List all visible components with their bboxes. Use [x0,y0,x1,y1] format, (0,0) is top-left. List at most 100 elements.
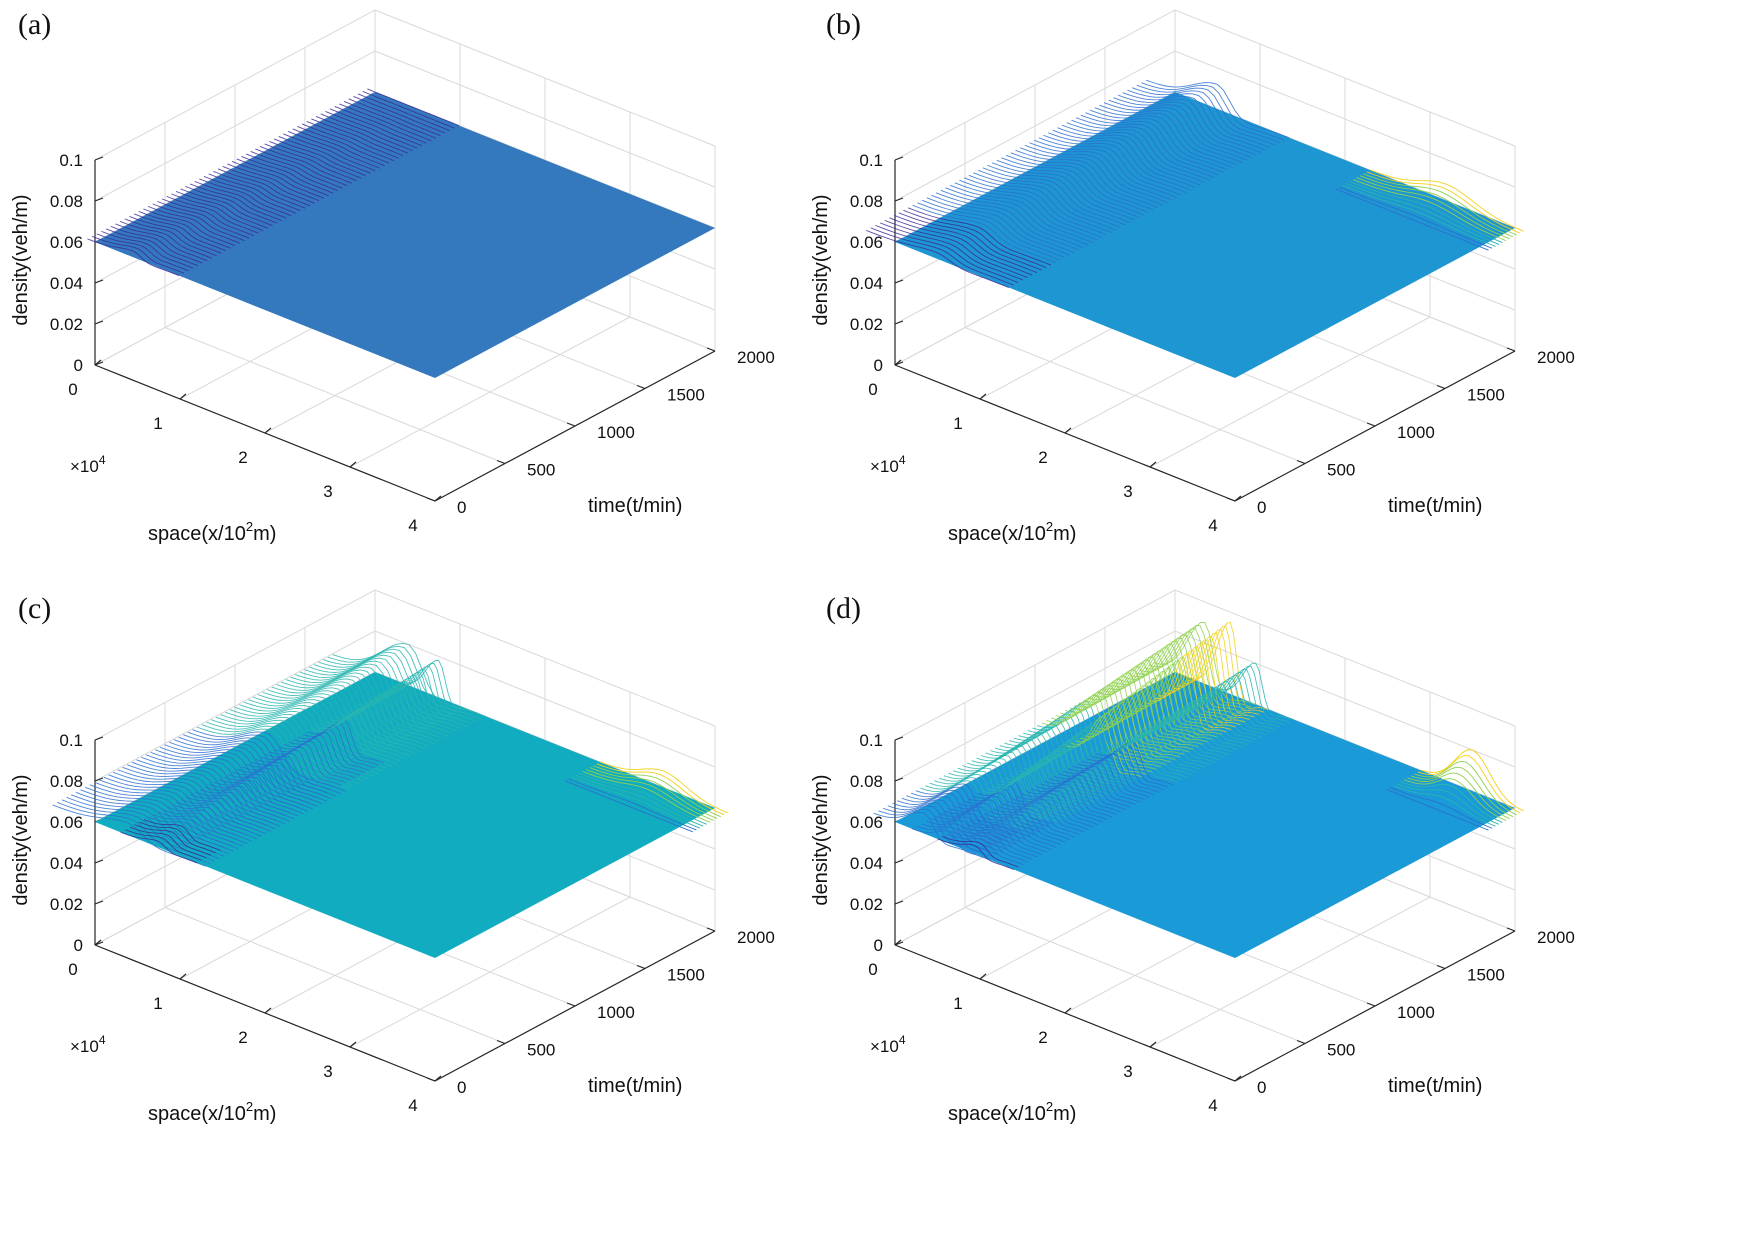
wave-line [878,808,981,853]
x-tick-label: 0 [68,960,77,979]
y-tick [1296,1039,1306,1045]
wave-line [917,202,1061,261]
surface [873,621,1524,958]
wave-line [285,672,439,742]
bump-line [1414,760,1517,816]
y-tick-label: 2000 [737,928,775,947]
wave-line [996,159,1140,219]
y-tick [566,422,576,427]
wave-line [227,163,320,202]
wave-line [1113,97,1257,156]
wave-line [325,111,418,149]
x-tick [1149,1041,1157,1048]
wave-line [167,806,244,839]
wave-line [218,776,296,811]
surface-plot: 0 0.02 0.04 0.06 0.08 0.1 0 1 2 3 4 0 500 1000 1500 200… [810,589,1575,1125]
y-tick-label: 1500 [667,966,705,985]
bump-line [572,776,700,829]
wave-line [313,654,467,727]
wave-line [911,828,989,860]
wave-line [152,203,245,242]
wave-line [323,648,477,722]
x-tick [979,393,987,400]
wave-line [912,204,1056,264]
z-tick-label: 0 [74,936,83,955]
z-tick [94,900,104,905]
y-tick-label: 500 [527,1041,555,1060]
bump-line [1386,788,1489,831]
wave-line [171,804,249,836]
wave-line [367,88,460,127]
wave-line [898,212,1042,271]
z-tick-label: 0.1 [859,731,883,750]
wave-line [213,170,306,209]
wave-line [949,184,1094,244]
wave-line [372,677,450,729]
z-tick [894,279,904,284]
wave-line [906,789,1009,838]
bump-line [1366,171,1521,234]
wave-line [925,820,1003,853]
wave-line [105,228,198,267]
wave-line [1077,753,1155,796]
wave-line [1050,691,1154,760]
wave-line [125,829,202,861]
wave-line [201,724,355,787]
wave-line [1040,777,1117,816]
wave-line [215,716,369,780]
wave-line [1010,152,1154,211]
wave-line [267,684,421,752]
wave-line [1131,87,1276,146]
wave-line [119,220,212,259]
wave-line [129,215,222,254]
wave-line [935,192,1080,251]
z-tick-label: 0.04 [850,274,883,293]
bump-line [1410,766,1514,818]
wave-line [991,162,1136,221]
wave-line [395,663,473,716]
wave-line [993,808,1071,841]
wave-line [962,751,1065,808]
wave-line [220,713,374,777]
bump-line [582,770,711,823]
wave-line [229,708,383,772]
y-axis-label: time(t/min) [588,1075,682,1097]
y-tick [1226,497,1236,502]
wave-line [1175,690,1253,743]
x-multiplier: ×104 [870,453,906,476]
bump-line [1403,778,1507,821]
wave-line [302,722,380,766]
wave-line [1145,79,1290,139]
y-tick [1436,384,1446,390]
wave-line [988,810,1066,843]
bump-line [589,767,718,820]
z-tick-label: 0 [874,936,883,955]
chart-panel-a: (a) 0 0.02 0.04 0.06 0.08 0.1 0 1 2 3 4 0 500 1000 150… [0,0,870,618]
z-tick-label: 0.02 [50,315,83,334]
wave-line [910,786,1014,835]
bump-line [1338,186,1493,249]
wave-ridge [120,660,478,864]
wave-line [1212,665,1290,723]
wave-line [250,150,343,189]
wave-line [241,155,334,194]
wave-line [334,106,427,144]
wave-line [1042,733,1120,790]
wave-line [110,225,203,264]
wave-line [101,230,194,269]
wave-line [952,758,1056,813]
x-tick-label: 0 [68,380,77,399]
x-tick-label: 4 [1208,516,1217,535]
wave-line [987,164,1131,224]
z-tick-label: 0.1 [59,731,83,750]
bump-line [1396,783,1500,825]
wave-line [1004,723,1107,785]
x-tick-label: 0 [868,960,877,979]
wave-line [916,825,994,858]
wave-line [241,761,319,799]
surface-plot: 0 0.02 0.04 0.06 0.08 0.1 0 1 2 3 4 0 500 1000 1500 200… [810,9,1575,545]
wave-line [161,198,254,237]
wave-line [998,805,1075,838]
grid-line-x-floor [349,896,631,1048]
wave-line [231,160,324,199]
